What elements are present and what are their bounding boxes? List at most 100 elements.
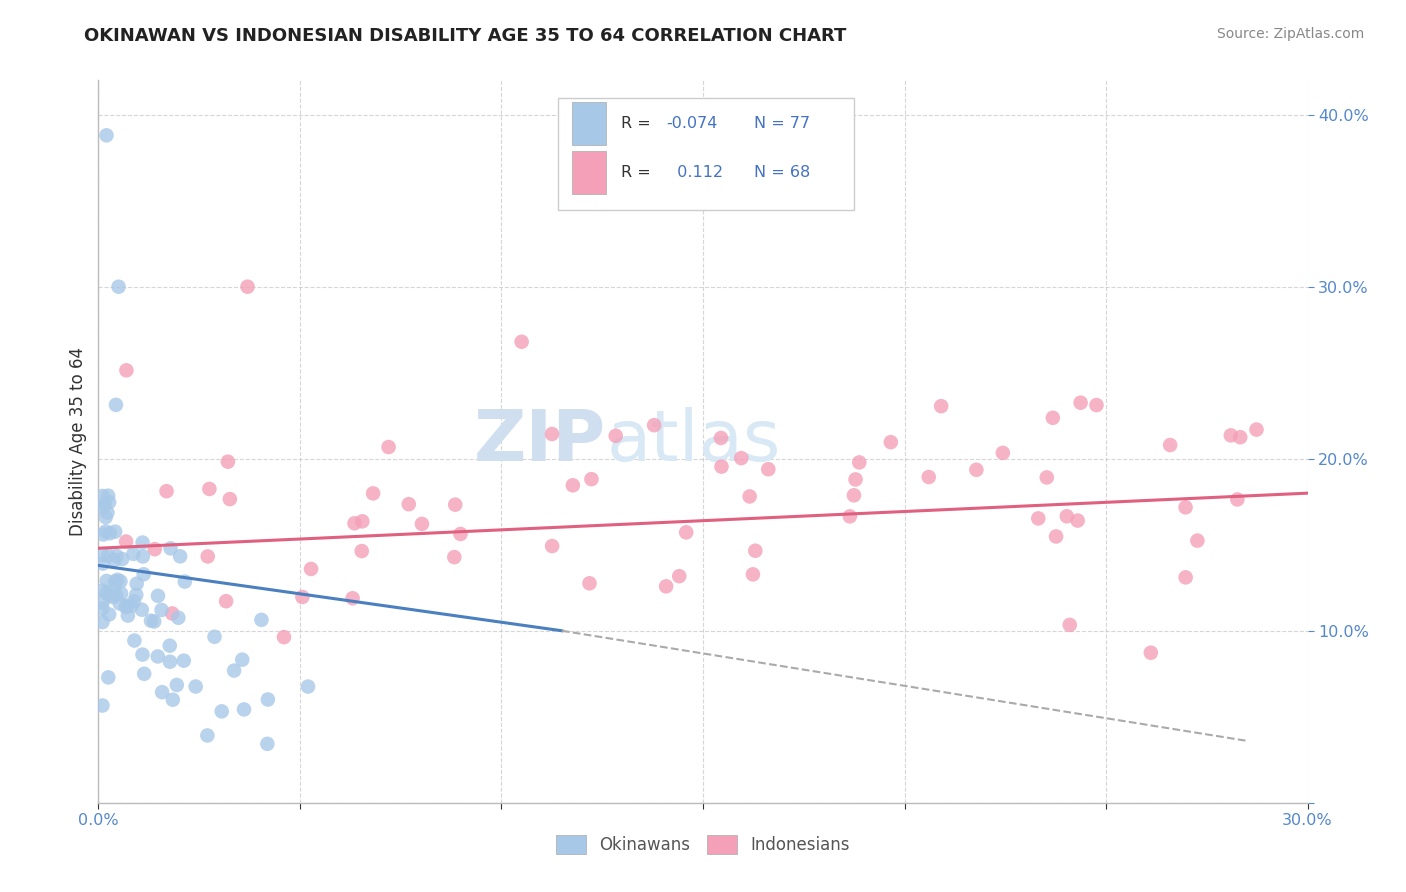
Point bbox=[541, 539, 564, 553]
Point bbox=[965, 463, 987, 477]
Point bbox=[1070, 395, 1092, 409]
Point bbox=[675, 525, 697, 540]
Point bbox=[184, 680, 207, 694]
Point bbox=[169, 549, 191, 564]
Point bbox=[411, 516, 433, 531]
Point bbox=[105, 549, 128, 563]
Point bbox=[91, 583, 114, 598]
Point bbox=[844, 472, 866, 486]
Point bbox=[96, 506, 118, 520]
Point bbox=[1042, 410, 1064, 425]
Point bbox=[1045, 529, 1067, 543]
Point bbox=[541, 427, 564, 442]
Point bbox=[160, 607, 183, 621]
Point bbox=[1036, 470, 1059, 484]
Point bbox=[744, 543, 766, 558]
Point bbox=[91, 601, 114, 615]
Text: Source: ZipAtlas.com: Source: ZipAtlas.com bbox=[1216, 27, 1364, 41]
Point bbox=[1187, 533, 1209, 548]
Point bbox=[91, 548, 114, 562]
Point bbox=[1229, 430, 1251, 444]
Point bbox=[377, 440, 399, 454]
Point bbox=[146, 589, 169, 603]
Point bbox=[449, 527, 471, 541]
Point bbox=[110, 574, 132, 589]
Point bbox=[131, 603, 153, 617]
Point bbox=[125, 588, 148, 602]
Point bbox=[756, 462, 779, 476]
Point bbox=[1140, 646, 1163, 660]
Bar bbox=[572, 102, 606, 145]
Point bbox=[96, 128, 118, 143]
Point bbox=[291, 590, 314, 604]
Point bbox=[98, 495, 121, 509]
Point bbox=[94, 510, 117, 524]
Point bbox=[848, 455, 870, 469]
Point bbox=[350, 544, 373, 558]
Text: OKINAWAN VS INDONESIAN DISABILITY AGE 35 TO 64 CORRELATION CHART: OKINAWAN VS INDONESIAN DISABILITY AGE 35… bbox=[84, 27, 846, 45]
Point bbox=[217, 455, 239, 469]
Point bbox=[198, 482, 221, 496]
Point bbox=[218, 492, 240, 507]
Point bbox=[233, 702, 256, 716]
Point bbox=[103, 553, 125, 567]
Point bbox=[643, 418, 665, 433]
Point bbox=[132, 567, 155, 582]
Point bbox=[991, 446, 1014, 460]
Point bbox=[132, 549, 155, 564]
Point bbox=[150, 685, 173, 699]
Point bbox=[98, 589, 121, 603]
Point bbox=[91, 557, 114, 571]
Text: ZIP: ZIP bbox=[474, 407, 606, 476]
Point bbox=[97, 670, 120, 684]
Point bbox=[204, 630, 226, 644]
Point bbox=[444, 498, 467, 512]
Point bbox=[880, 435, 903, 450]
Point bbox=[167, 611, 190, 625]
Point bbox=[352, 514, 374, 528]
Point bbox=[103, 583, 125, 598]
Point bbox=[125, 576, 148, 591]
Point bbox=[111, 552, 134, 566]
Point bbox=[143, 542, 166, 557]
Point bbox=[91, 489, 114, 503]
Point bbox=[134, 666, 156, 681]
Text: N = 77: N = 77 bbox=[754, 116, 810, 131]
Point bbox=[250, 613, 273, 627]
Point bbox=[93, 527, 115, 541]
Point bbox=[1159, 438, 1181, 452]
Point bbox=[561, 478, 583, 492]
Point bbox=[1056, 509, 1078, 524]
Point bbox=[1026, 511, 1049, 525]
Point bbox=[342, 591, 364, 606]
Point bbox=[710, 431, 733, 445]
Point bbox=[104, 524, 127, 539]
Point bbox=[97, 549, 120, 563]
Point bbox=[838, 509, 860, 524]
Point bbox=[443, 550, 465, 565]
Point bbox=[115, 363, 138, 377]
Point bbox=[398, 497, 420, 511]
Text: atlas: atlas bbox=[606, 407, 780, 476]
Point bbox=[581, 472, 603, 486]
Point bbox=[257, 692, 280, 706]
Point bbox=[98, 526, 121, 541]
Point bbox=[231, 653, 253, 667]
Point bbox=[115, 599, 138, 613]
Point bbox=[1066, 514, 1088, 528]
Point bbox=[159, 639, 181, 653]
Y-axis label: Disability Age 35 to 64: Disability Age 35 to 64 bbox=[69, 347, 87, 536]
Point bbox=[146, 649, 169, 664]
Point bbox=[104, 588, 127, 602]
Point bbox=[343, 516, 366, 531]
Point bbox=[197, 549, 219, 564]
Point bbox=[297, 680, 319, 694]
Point bbox=[115, 534, 138, 549]
Text: 0.112: 0.112 bbox=[666, 165, 723, 180]
Bar bbox=[572, 151, 606, 194]
Point bbox=[98, 607, 121, 622]
Point bbox=[299, 562, 322, 576]
Point bbox=[1219, 428, 1241, 442]
Point bbox=[110, 586, 132, 600]
Point bbox=[155, 484, 177, 499]
